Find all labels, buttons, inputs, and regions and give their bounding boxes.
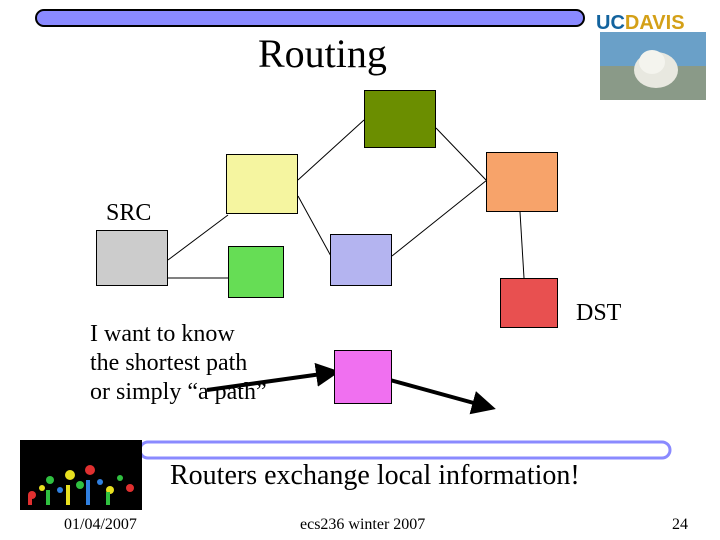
node-gray_src: [96, 230, 168, 286]
explainer-line-2: the shortest path: [90, 349, 267, 378]
footer-course: ecs236 winter 2007: [300, 516, 425, 534]
src-label: SRC: [106, 200, 151, 227]
top-bar: [36, 10, 584, 26]
uc-text: UC: [596, 12, 625, 34]
node-green: [228, 246, 284, 298]
node-yellow: [226, 154, 298, 214]
thumbnail-viz: [20, 440, 142, 510]
caption: Routers exchange local information!: [170, 460, 580, 492]
slide: Routing UCDAVIS SRC DST I want to know t…: [0, 0, 720, 540]
page-title: Routing: [258, 30, 387, 77]
footer-date: 01/04/2007: [64, 516, 137, 534]
dst-label: DST: [576, 300, 621, 327]
node-olive: [364, 90, 436, 148]
bottom-bar: [140, 442, 670, 458]
explainer-text: I want to know the shortest path or simp…: [90, 320, 267, 406]
node-magenta: [334, 350, 392, 404]
node-orange: [486, 152, 558, 212]
ucdavis-photo: [600, 32, 706, 100]
davis-text: DAVIS: [625, 12, 685, 34]
node-red_dst: [500, 278, 558, 328]
explainer-line-1: I want to know: [90, 320, 267, 349]
node-lavender: [330, 234, 392, 286]
footer-page: 24: [672, 516, 688, 534]
explainer-line-3: or simply “a path”: [90, 378, 267, 407]
